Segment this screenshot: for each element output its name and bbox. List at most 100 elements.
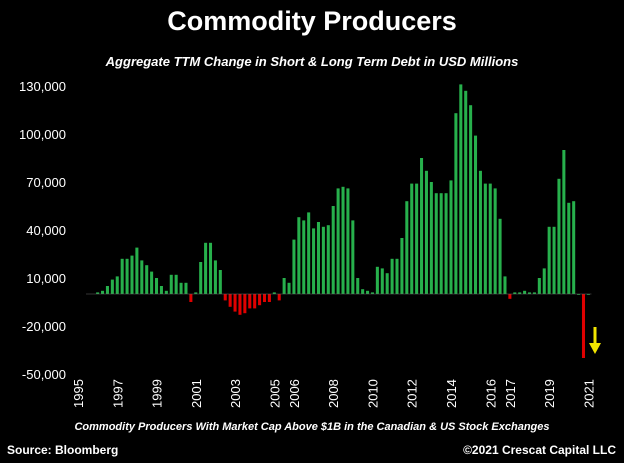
bar xyxy=(361,289,365,294)
bar xyxy=(145,265,149,294)
bar xyxy=(464,90,468,294)
bar xyxy=(125,258,129,294)
x-axis-ticks: 1995 1997 1999 2001 2003 2005 2006 2008 2010 2012… xyxy=(71,379,596,408)
x-tick-label: 2006 xyxy=(287,379,302,408)
bar xyxy=(341,186,345,294)
y-tick-label: 10,000 xyxy=(26,271,66,286)
bar xyxy=(577,294,581,295)
y-tick-label: 40,000 xyxy=(26,223,66,238)
bar xyxy=(272,292,276,294)
bar xyxy=(547,226,551,294)
bar xyxy=(429,182,433,294)
bar xyxy=(439,193,443,294)
bar xyxy=(130,255,134,294)
bar xyxy=(488,183,492,294)
bar xyxy=(449,180,453,294)
bar xyxy=(375,266,379,294)
bar xyxy=(262,294,267,302)
bar xyxy=(336,188,340,294)
bar xyxy=(223,294,227,301)
bar xyxy=(390,258,394,294)
x-tick-label: 2001 xyxy=(189,379,204,408)
bar xyxy=(110,279,114,294)
bar xyxy=(135,247,139,294)
bar xyxy=(415,183,419,294)
bar xyxy=(331,206,335,294)
bar xyxy=(410,183,414,294)
bar xyxy=(493,188,497,294)
bar xyxy=(474,135,478,294)
bar xyxy=(527,292,532,294)
bar xyxy=(532,292,536,294)
bar xyxy=(213,260,217,294)
bar xyxy=(562,150,566,294)
bar xyxy=(513,292,517,294)
bar xyxy=(567,202,571,294)
x-tick-label: 2008 xyxy=(326,379,341,408)
bar xyxy=(164,290,168,294)
y-tick-label: -20,000 xyxy=(22,319,66,334)
bar xyxy=(155,278,159,294)
bar xyxy=(307,212,311,294)
bar xyxy=(552,226,556,294)
bar xyxy=(277,294,281,301)
bar xyxy=(326,225,330,294)
x-tick-label: 2012 xyxy=(405,379,420,408)
bar xyxy=(174,274,178,294)
bar xyxy=(483,183,487,294)
bar xyxy=(140,260,144,294)
x-tick-label: 2014 xyxy=(444,379,459,408)
bar xyxy=(302,220,306,294)
x-tick-label: 2019 xyxy=(542,379,557,408)
bar xyxy=(581,294,586,358)
bar xyxy=(312,228,316,294)
bar xyxy=(586,294,590,295)
source-label: Source: Bloomberg xyxy=(7,443,119,457)
bar xyxy=(557,178,561,294)
bar xyxy=(208,242,213,294)
bar xyxy=(420,158,424,294)
bar xyxy=(346,188,350,294)
y-tick-label: 130,000 xyxy=(19,79,66,94)
bar xyxy=(503,276,507,294)
bar xyxy=(405,201,409,294)
bar xyxy=(115,276,119,294)
bar xyxy=(572,201,576,294)
x-tick-label: 1999 xyxy=(150,379,165,408)
bar xyxy=(243,294,247,314)
bar xyxy=(478,170,482,294)
down-arrow-icon xyxy=(589,327,601,354)
bar xyxy=(218,270,222,294)
bar xyxy=(424,170,428,294)
y-axis-ticks: -50,000 -20,000 10,000 40,000 70,000 100,000 1… xyxy=(19,79,66,382)
bar xyxy=(370,292,374,294)
bar-series xyxy=(96,84,590,358)
bar xyxy=(542,268,546,294)
bar xyxy=(238,294,242,315)
bar xyxy=(159,286,163,294)
bar xyxy=(366,290,370,294)
x-tick-label: 2021 xyxy=(581,379,596,408)
bar xyxy=(469,105,473,294)
bar xyxy=(444,193,448,294)
bar xyxy=(267,294,271,302)
bar xyxy=(101,290,105,294)
bar xyxy=(199,262,203,294)
chart-title: Commodity Producers xyxy=(167,6,457,36)
bar xyxy=(169,274,173,294)
bar xyxy=(287,282,291,294)
bar xyxy=(297,217,301,294)
x-tick-label: 2017 xyxy=(503,379,518,408)
bar xyxy=(96,292,100,294)
bar xyxy=(189,294,193,302)
bar xyxy=(258,294,262,306)
x-tick-label: 1995 xyxy=(71,379,86,408)
bar xyxy=(282,278,286,294)
y-tick-label: 70,000 xyxy=(26,175,66,190)
bar xyxy=(434,193,438,294)
bar xyxy=(498,218,502,294)
bar xyxy=(321,226,325,294)
bar xyxy=(400,238,404,294)
bar xyxy=(454,113,458,294)
bar xyxy=(518,292,522,294)
